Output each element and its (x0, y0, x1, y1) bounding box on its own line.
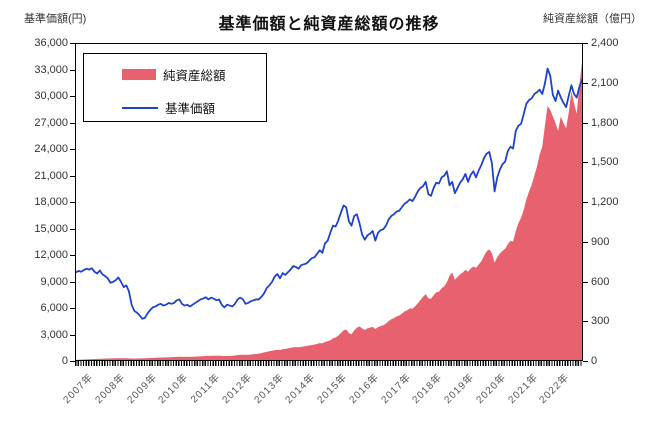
x-tick-label: 2017年 (378, 371, 414, 406)
left-axis-tick-mark (70, 308, 75, 309)
right-y-tick-label: 1,800 (591, 116, 619, 129)
chart-svg (76, 62, 582, 360)
right-axis-caption: 純資産総額（億円） (543, 13, 642, 25)
left-y-tick-label: 3,000 (40, 328, 68, 341)
left-axis-tick-mark (70, 69, 75, 71)
x-tick-label: 2010年 (156, 371, 191, 406)
left-y-tick-label: 15,000 (34, 222, 68, 235)
left-axis-tick-mark (70, 43, 75, 44)
left-y-tick-label: 24,000 (34, 143, 68, 155)
left-y-tick-label: 33,000 (34, 63, 68, 76)
x-tick-label: 2013年 (251, 371, 287, 406)
right-axis-tick-mark (583, 241, 588, 243)
right-axis-tick-mark (583, 361, 588, 362)
left-axis-caption: 基準価額(円) (24, 13, 87, 25)
right-axis-tick-mark (583, 321, 588, 323)
x-tick-label: 2018年 (410, 371, 445, 406)
right-axis-tick-mark (583, 43, 588, 44)
left-axis-tick-mark (70, 281, 75, 283)
left-axis-tick-mark (70, 122, 75, 124)
chart-title: 基準価額と純資産総額の推移 (218, 16, 440, 33)
x-tick-label: 2021年 (505, 371, 541, 406)
left-axis-tick-mark (70, 202, 75, 203)
x-tick-label: 2011年 (189, 371, 223, 406)
x-tick-label: 2012年 (220, 371, 255, 406)
left-y-tick-label: 27,000 (34, 116, 68, 129)
nav-line (76, 67, 582, 320)
x-tick-label: 2007年 (61, 371, 96, 406)
left-y-tick-label: 6,000 (40, 302, 68, 314)
left-axis-tick-mark (70, 149, 75, 150)
left-axis-tick-mark (70, 255, 75, 256)
left-axis-tick-mark (70, 228, 75, 230)
right-y-tick-label: 300 (591, 315, 610, 328)
legend-label-nav: 基準価額 (165, 102, 216, 116)
net-assets-area (76, 62, 582, 360)
right-y-tick-label: 2,400 (591, 37, 619, 49)
legend: 純資産総額 基準価額 (83, 53, 267, 122)
right-axis-tick-mark (583, 82, 588, 84)
x-tick-label: 2014年 (283, 371, 318, 406)
right-axis-tick-mark (583, 281, 588, 283)
x-tick-label: 2008年 (93, 371, 128, 406)
right-y-tick-label: 900 (591, 235, 610, 248)
left-axis-tick-mark (70, 334, 75, 336)
right-y-tick-label: 1,200 (591, 196, 619, 208)
right-y-tick-label: 2,100 (591, 76, 619, 89)
left-y-tick-label: 21,000 (34, 169, 68, 182)
left-y-tick-label: 36,000 (34, 37, 68, 49)
left-axis-tick-mark (70, 361, 75, 362)
nav-swatch-icon (122, 106, 158, 109)
right-axis-tick-mark (583, 122, 588, 124)
legend-label-net-assets: 純資産総額 (163, 69, 226, 83)
left-y-tick-label: 12,000 (34, 249, 68, 261)
right-axis-tick-mark (583, 202, 588, 203)
x-tick-label: 2015年 (315, 371, 350, 406)
x-tick-label: 2019年 (442, 371, 477, 406)
right-y-tick-label: 1,500 (591, 156, 619, 169)
right-y-tick-label: 600 (591, 275, 610, 288)
legend-item-net-assets: 純資産総額 (122, 65, 226, 84)
x-tick-label: 2022年 (537, 371, 572, 406)
x-axis-minor-ticks (75, 361, 583, 366)
left-axis-tick-mark (70, 175, 75, 177)
legend-item-nav: 基準価額 (122, 98, 215, 117)
net-assets-swatch-icon (122, 69, 156, 80)
left-y-tick-label: 18,000 (34, 196, 68, 208)
right-axis-tick-mark (583, 162, 588, 164)
left-y-tick-label: 9,000 (40, 275, 68, 288)
left-y-tick-label: 30,000 (34, 90, 68, 102)
x-tick-label: 2020年 (474, 371, 509, 406)
x-tick-label: 2009年 (124, 371, 160, 406)
right-y-tick-label: 0 (591, 355, 598, 367)
left-y-tick-label: 0 (61, 355, 68, 367)
left-axis-tick-mark (70, 96, 75, 97)
x-tick-label: 2016年 (347, 371, 382, 406)
